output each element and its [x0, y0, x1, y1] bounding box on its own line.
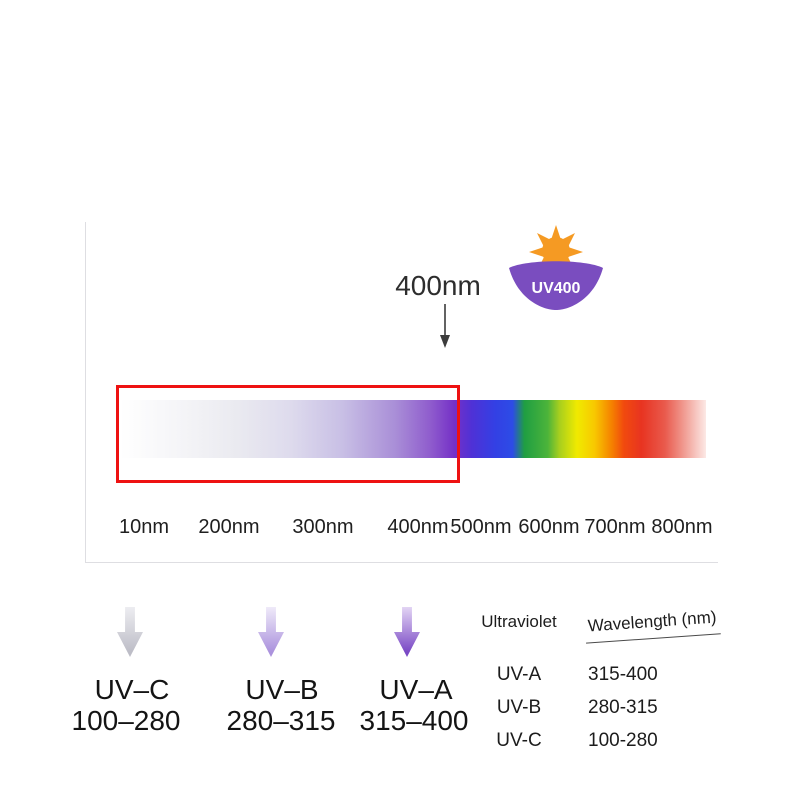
- table-header-wavelength: Wavelength (nm): [582, 604, 722, 658]
- uv400-badge-label: UV400: [532, 280, 581, 297]
- table-cell-uvb-range: 280-315: [588, 696, 658, 718]
- uv-wavelength-table: Ultraviolet Wavelength (nm) UV-A 315-400…: [456, 604, 722, 757]
- table-cell-uva-range: 315-400: [588, 663, 658, 685]
- uv-highlight-box: [116, 385, 460, 483]
- axis-vertical-line: [85, 222, 86, 562]
- tick-10nm: 10nm: [118, 516, 170, 538]
- wavelength-400-annotation: 400nm: [395, 270, 481, 301]
- spectrum-bar: [120, 400, 706, 458]
- tick-500nm: 500nm: [450, 516, 512, 538]
- tick-700nm: 700nm: [584, 516, 646, 538]
- down-arrow-icon: [440, 304, 450, 348]
- tick-600nm: 600nm: [518, 516, 580, 538]
- tick-800nm: 800nm: [651, 516, 713, 538]
- uvc-down-arrow-icon: [117, 607, 143, 657]
- uv400-badge: UV400: [509, 225, 603, 310]
- uvb-band-range: 280–315: [226, 705, 336, 736]
- table-header-wavelength-text: Wavelength (nm): [583, 607, 721, 644]
- table-cell-uvb-name: UV-B: [496, 696, 542, 718]
- uvc-band-label: UV–C: [94, 674, 170, 705]
- uvb-band-label: UV–B: [245, 674, 319, 705]
- tick-200nm: 200nm: [198, 516, 260, 538]
- tick-300nm: 300nm: [292, 516, 354, 538]
- uva-down-arrow-icon: [394, 607, 420, 657]
- axis-horizontal-line: [85, 562, 718, 563]
- uva-band-range: 315–400: [359, 705, 469, 736]
- uva-band-label: UV–A: [379, 674, 453, 705]
- tick-400nm: 400nm: [387, 516, 449, 538]
- table-cell-uva-name: UV-A: [496, 663, 542, 685]
- sun-icon: [542, 237, 570, 265]
- table-cell-uvc-range: 100-280: [588, 729, 658, 751]
- table-header-ultraviolet: Ultraviolet: [481, 612, 557, 631]
- uvb-down-arrow-icon: [258, 607, 284, 657]
- uv-lens-icon: [509, 261, 603, 310]
- table-cell-uvc-name: UV-C: [496, 729, 542, 751]
- uvc-band-range: 100–280: [71, 705, 181, 736]
